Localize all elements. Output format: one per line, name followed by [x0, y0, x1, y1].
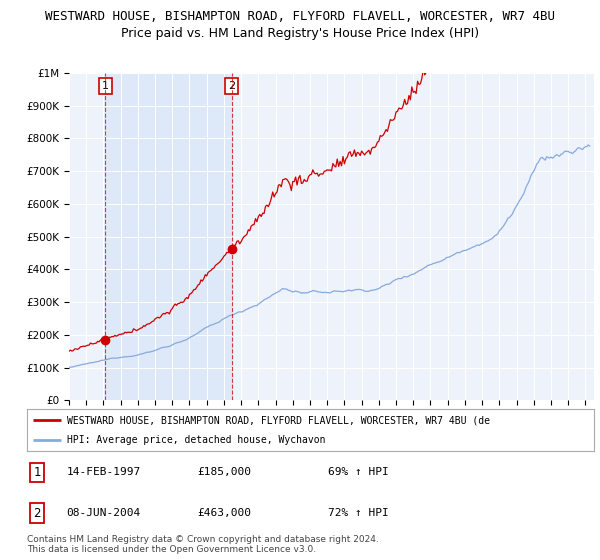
Text: HPI: Average price, detached house, Wychavon: HPI: Average price, detached house, Wych…	[67, 435, 325, 445]
Text: Price paid vs. HM Land Registry's House Price Index (HPI): Price paid vs. HM Land Registry's House …	[121, 27, 479, 40]
Text: 2: 2	[228, 81, 235, 91]
Text: 08-JUN-2004: 08-JUN-2004	[67, 508, 141, 518]
Text: 69% ↑ HPI: 69% ↑ HPI	[328, 468, 388, 478]
Text: 14-FEB-1997: 14-FEB-1997	[67, 468, 141, 478]
Text: Contains HM Land Registry data © Crown copyright and database right 2024.
This d: Contains HM Land Registry data © Crown c…	[27, 535, 379, 554]
Text: £185,000: £185,000	[197, 468, 251, 478]
Text: 1: 1	[102, 81, 109, 91]
Text: 72% ↑ HPI: 72% ↑ HPI	[328, 508, 388, 518]
Text: 2: 2	[34, 507, 41, 520]
Bar	[106, 73, 232, 400]
Text: £463,000: £463,000	[197, 508, 251, 518]
Text: WESTWARD HOUSE, BISHAMPTON ROAD, FLYFORD FLAVELL, WORCESTER, WR7 4BU: WESTWARD HOUSE, BISHAMPTON ROAD, FLYFORD…	[45, 10, 555, 23]
Text: 1: 1	[34, 466, 41, 479]
Text: WESTWARD HOUSE, BISHAMPTON ROAD, FLYFORD FLAVELL, WORCESTER, WR7 4BU (de: WESTWARD HOUSE, BISHAMPTON ROAD, FLYFORD…	[67, 415, 490, 425]
